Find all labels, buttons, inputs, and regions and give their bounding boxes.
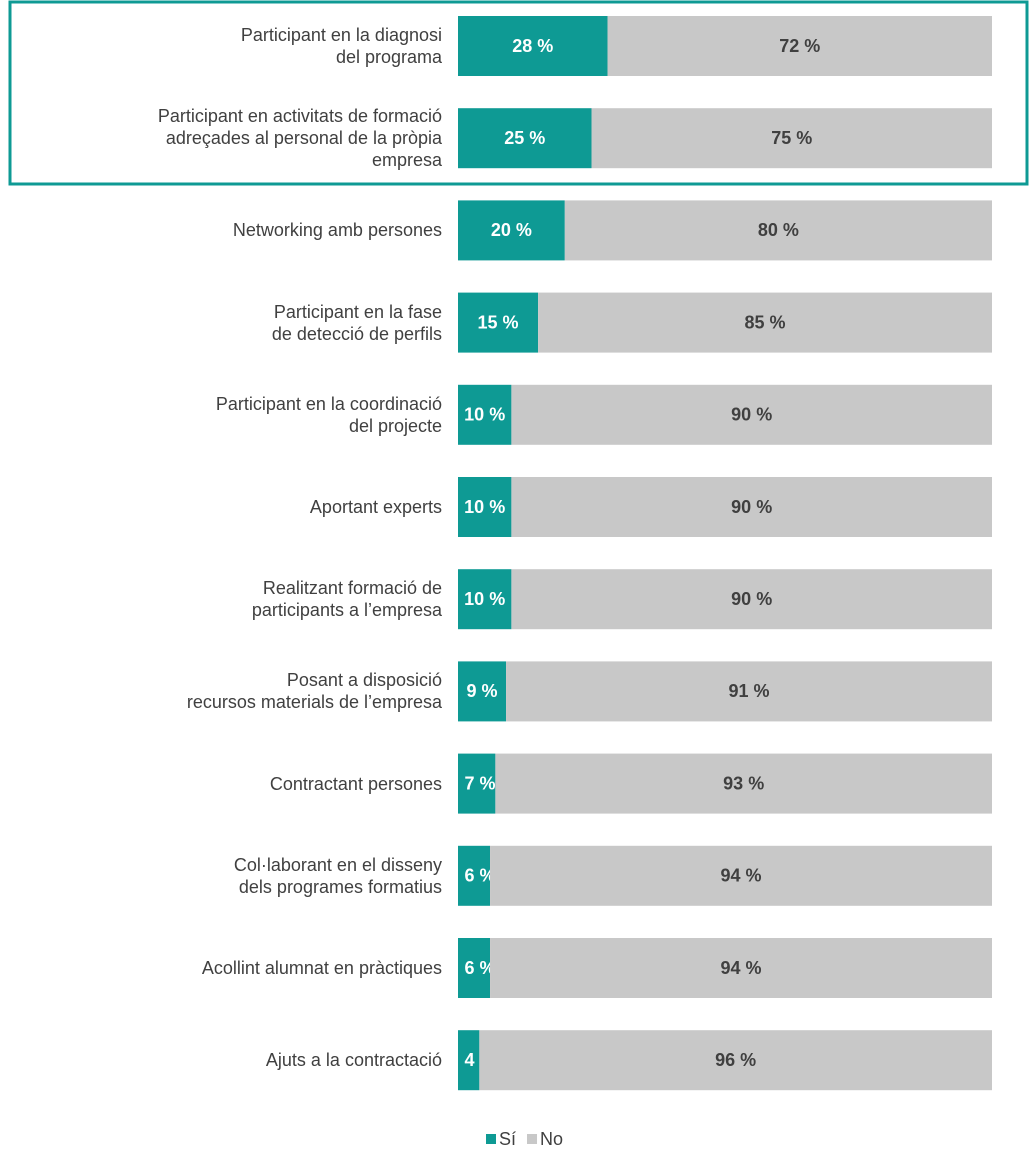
data-label: 25 % [504,128,545,148]
category-label: Acollint alumnat en pràctiques [201,958,442,978]
data-label: 85 % [745,312,786,332]
category-label: Col·laborant en el disseny dels programe… [233,854,442,897]
legend-label: Sí [499,1129,516,1149]
data-label: 72 % [779,36,820,56]
highlight-box [8,0,1029,186]
data-label: 80 % [758,220,799,240]
data-label: 93 % [723,773,764,793]
bar-segment [564,200,992,261]
bar-segment [458,1030,480,1091]
bar-segment [458,569,512,630]
data-label: 94 % [721,958,762,978]
bar-segment [458,200,565,261]
bar-segment [458,477,512,537]
data-label: 20 % [491,220,532,240]
bar-segment [458,108,592,169]
bar-segment [458,661,507,722]
bar-segment [490,845,992,906]
data-label: 90 % [731,589,772,609]
bar-segment [591,108,992,169]
legend-swatch [486,1134,496,1144]
data-label: 9 % [467,681,498,701]
category-label: Participant en la diagnosi del programa [240,25,442,67]
category-label: Contractant persones [269,773,442,794]
data-label: 94 % [721,866,762,886]
bar-segment [458,16,608,76]
data-label: 6 % [464,866,495,886]
data-label: 90 % [731,405,772,425]
bar-segment [511,477,992,537]
data-label: 15 % [478,312,519,332]
data-label: 91 % [729,681,770,701]
bar-segment [511,384,992,445]
category-label: Participant en activitats de formació ad… [157,106,442,171]
category-label: Posant a disposició recursos materials d… [186,670,442,713]
bar-segment [479,1030,992,1091]
bar-segment [458,753,496,814]
data-label: 90 % [731,497,772,517]
bar-segment [607,16,992,76]
bar-segment [511,569,992,630]
bar-segment [490,938,992,998]
data-label: 7 % [464,773,495,793]
data-label: 75 % [771,128,812,148]
category-label: Ajuts a la contractació [265,1050,442,1071]
category-label: Networking amb persones [232,220,442,241]
bar-segment [538,292,992,353]
category-label: Realitzant formació de participants a l’… [251,578,442,621]
data-label: 10 % [464,589,505,609]
legend-label: No [540,1129,563,1149]
data-label: 6 % [464,958,495,978]
bar-segment [458,938,491,998]
data-label: 28 % [512,36,553,56]
bar-segment [458,845,491,906]
data-label: 10 % [464,497,505,517]
legend-swatch [527,1134,538,1144]
bar-segment [458,384,512,445]
category-label: Aportant experts [309,497,442,517]
bar-segment [506,661,992,722]
bar-segment [458,292,539,353]
data-label: 96 % [715,1050,756,1070]
category-label: Participant en la fase de detecció de pe… [271,301,442,344]
data-label: 10 % [464,405,505,425]
bar-segment [495,753,992,814]
category-label: Participant en la coordinació del projec… [215,393,442,436]
